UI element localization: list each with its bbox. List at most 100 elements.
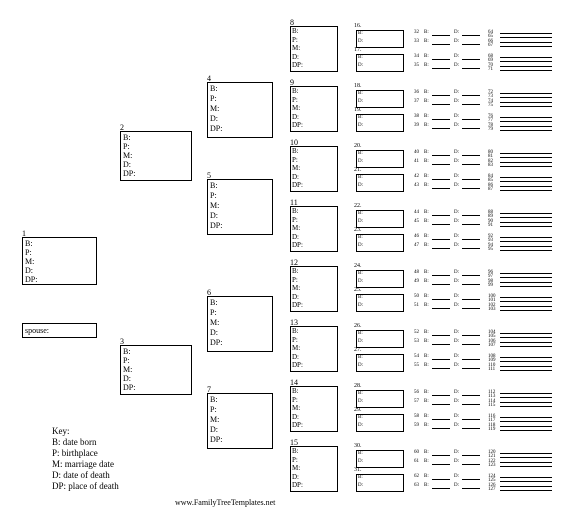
gen4-field: DP:	[292, 61, 303, 69]
gen4-field: M:	[292, 164, 300, 172]
gen4-field: P:	[292, 456, 298, 464]
gen4-field: DP:	[292, 241, 303, 249]
gen3-field: B:	[210, 84, 218, 94]
gen4-field: B:	[292, 447, 299, 455]
gen5-field-d: D:	[358, 459, 363, 465]
gen7-line	[500, 57, 552, 58]
gen7-line	[500, 157, 552, 158]
gen6-line	[432, 239, 450, 240]
gen6-d: D:	[454, 150, 459, 156]
gen7-number: 95	[488, 247, 493, 252]
gen4-field: D:	[292, 413, 299, 421]
gen7-line	[500, 166, 552, 167]
gen6-line	[432, 179, 450, 180]
gen6-number: 50	[414, 294, 419, 299]
gen4-field: D:	[292, 53, 299, 61]
gen6-b: B:	[424, 414, 429, 420]
gen6-d: D:	[454, 459, 459, 465]
gen4-field: DP:	[292, 421, 303, 429]
gen7-line	[500, 402, 552, 403]
gen5-number: 18.	[354, 83, 362, 89]
gen4-field: DP:	[292, 361, 303, 369]
gen5-field-b: B:	[358, 415, 363, 421]
gen7-line	[500, 70, 552, 71]
gen5-field-d: D:	[358, 183, 363, 189]
gen7-line	[500, 181, 552, 182]
gen7-line	[500, 462, 552, 463]
gen7-line	[500, 333, 552, 334]
gen7-line	[500, 277, 552, 278]
gen4-field: M:	[292, 224, 300, 232]
gen7-line	[500, 177, 552, 178]
gen6-line	[432, 368, 450, 369]
gen5-field-d: D:	[358, 219, 363, 225]
gen5-box	[356, 150, 404, 168]
gen4-field: B:	[292, 147, 299, 155]
gen4-field: P:	[292, 36, 298, 44]
gen6-number: 39	[414, 123, 419, 128]
gen6-d: D:	[454, 474, 459, 480]
gen6-b: B:	[424, 399, 429, 405]
gen6-b: B:	[424, 30, 429, 36]
gen4-field: M:	[292, 464, 300, 472]
gen6-number: 35	[414, 63, 419, 68]
gen5-number: 31.	[354, 467, 362, 473]
gen4-field: B:	[292, 387, 299, 395]
gen7-line	[500, 37, 552, 38]
gen6-line	[432, 359, 450, 360]
gen6-b: B:	[424, 363, 429, 369]
gen3-field: D:	[210, 328, 218, 338]
gen6-line	[462, 95, 480, 96]
gen4-field: M:	[292, 44, 300, 52]
gen7-line	[500, 466, 552, 467]
gen7-number: 127	[488, 487, 496, 492]
gen4-field: P:	[292, 276, 298, 284]
gen3-field: M:	[210, 318, 219, 328]
gen7-line	[500, 97, 552, 98]
gen4-field: B:	[292, 267, 299, 275]
gen6-number: 55	[414, 363, 419, 368]
gen6-line	[432, 248, 450, 249]
gen6-line	[462, 44, 480, 45]
gen4-field: D:	[292, 113, 299, 121]
gen5-field-b: B:	[358, 151, 363, 157]
gen7-number: 71	[488, 67, 493, 72]
gen7-line	[500, 297, 552, 298]
gen6-d: D:	[454, 279, 459, 285]
gen6-number: 40	[414, 150, 419, 155]
gen7-line	[500, 490, 552, 491]
gen6-line	[462, 299, 480, 300]
gen5-field-b: B:	[358, 211, 363, 217]
gen7-line	[500, 190, 552, 191]
gen3-field: DP:	[210, 435, 222, 445]
gen6-d: D:	[454, 39, 459, 45]
gen7-line	[500, 42, 552, 43]
gen6-b: B:	[424, 99, 429, 105]
gen6-number: 57	[414, 399, 419, 404]
gen6-d: D:	[454, 450, 459, 456]
gen7-line	[500, 162, 552, 163]
gen7-number: 111	[488, 367, 495, 372]
gen3-field: B:	[210, 298, 218, 308]
gen6-d: D:	[454, 363, 459, 369]
gen6-d: D:	[454, 123, 459, 129]
gen6-d: D:	[454, 219, 459, 225]
gen6-number: 43	[414, 183, 419, 188]
gen6-line	[462, 335, 480, 336]
gen3-field: M:	[210, 415, 219, 425]
gen6-line	[432, 344, 450, 345]
gen5-field-d: D:	[358, 123, 363, 129]
gen6-line	[462, 344, 480, 345]
gen7-line	[500, 361, 552, 362]
gen6-d: D:	[454, 99, 459, 105]
gen7-line	[500, 406, 552, 407]
gen4-field: DP:	[292, 481, 303, 489]
gen3-field: DP:	[210, 338, 222, 348]
gen7-line	[500, 481, 552, 482]
gen6-line	[432, 428, 450, 429]
gen6-d: D:	[454, 210, 459, 216]
gen4-field: P:	[292, 396, 298, 404]
gen6-line	[462, 308, 480, 309]
gen7-line	[500, 346, 552, 347]
gen7-number: 75	[488, 103, 493, 108]
